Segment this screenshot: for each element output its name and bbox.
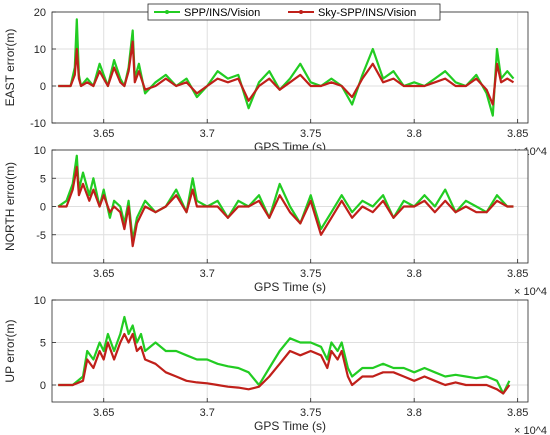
legend-label-0: SPP/INS/Vision [184, 7, 260, 19]
north-panel: 3.65 3.7 3.75 3.8 3.85 -5 0 5 10 GPS Time (s) NORT… [3, 145, 547, 298]
east-yaxis-label: EAST error(m) [3, 29, 17, 107]
legend-marker-0 [165, 10, 169, 14]
up-ytick-label-1: 5 [40, 338, 46, 350]
east-xtick-label-3: 3.8 [407, 128, 422, 140]
north-ytick-label-3: 10 [34, 145, 46, 157]
east-xtick-label-0: 3.65 [93, 128, 114, 140]
up-yaxis-label: UP error(m) [3, 319, 17, 382]
north-xtick-label-1: 3.7 [200, 268, 215, 280]
north-xtick-label-3: 3.8 [407, 268, 422, 280]
east-plot-area [52, 12, 528, 123]
legend-marker-1 [299, 10, 303, 14]
north-ytick-label-1: 0 [40, 202, 46, 214]
east-ytick-label-1: 0 [40, 81, 46, 93]
east-xtick-label-2: 3.75 [300, 128, 321, 140]
north-series-0-line [57, 154, 514, 242]
north-xtick-label-0: 3.65 [93, 268, 114, 280]
north-ytick-label-0: -5 [36, 230, 46, 242]
up-xtick-label-3: 3.8 [407, 407, 422, 419]
legend: SPP/INS/Vision Sky-SPP/INS/Vision [147, 3, 441, 21]
north-ytick-label-2: 5 [40, 173, 46, 185]
up-axes-box [51, 299, 529, 403]
up-xtick-label-0: 3.65 [93, 407, 114, 419]
up-xtick-label-1: 3.7 [200, 407, 215, 419]
east-ytick-label-3: 20 [34, 7, 46, 19]
north-xtick-label-4: 3.85 [507, 268, 528, 280]
east-series-0-line [58, 18, 515, 117]
up-panel: 3.65 3.7 3.75 3.8 3.85 0 5 10 GPS Time (s) UP err… [3, 295, 547, 435]
up-series-0-line [58, 315, 511, 395]
north-yaxis-label: NORTH error(m) [3, 162, 17, 251]
east-series-1-line [58, 40, 515, 106]
east-ytick-label-0: -10 [30, 118, 46, 130]
north-x-multiplier: × 10^4 [514, 286, 547, 298]
up-x-multiplier: × 10^4 [514, 425, 547, 435]
up-xtick-label-2: 3.75 [300, 407, 321, 419]
up-xaxis-label: GPS Time (s) [254, 419, 326, 433]
east-xtick-label-1: 3.7 [200, 128, 215, 140]
east-series-group [58, 18, 515, 117]
north-xtick-label-2: 3.75 [300, 268, 321, 280]
east-xtick-label-4: 3.85 [507, 128, 528, 140]
east-ytick-label-2: 10 [34, 44, 46, 56]
north-series-1-line [58, 165, 514, 248]
north-series-group [57, 154, 514, 248]
legend-label-1: Sky-SPP/INS/Vision [318, 7, 416, 19]
up-xtick-label-4: 3.85 [507, 407, 528, 419]
up-series-group [58, 315, 511, 395]
up-series-1-line [58, 332, 511, 395]
up-ytick-label-0: 0 [40, 380, 46, 392]
up-ytick-label-2: 10 [34, 295, 46, 307]
north-xaxis-label: GPS Time (s) [254, 280, 326, 294]
